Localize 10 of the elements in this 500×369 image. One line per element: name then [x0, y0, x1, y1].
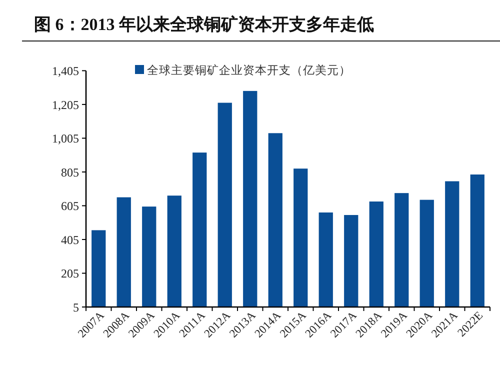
legend-label: 全球主要铜矿企业资本开支（亿美元）	[147, 63, 351, 77]
y-tick-label: 5	[73, 300, 79, 314]
y-tick-label: 805	[61, 165, 79, 180]
y-tick-label: 605	[61, 199, 79, 214]
y-tick-label: 205	[61, 266, 79, 281]
y-tick-label: 1,005	[52, 132, 79, 146]
y-tick-label: 1,205	[52, 98, 79, 112]
y-tick-label: 1,405	[52, 64, 79, 78]
chart-title: 图 6：2013 年以来全球铜矿资本开支多年走低	[34, 15, 374, 34]
y-tick-label: 405	[61, 232, 79, 247]
